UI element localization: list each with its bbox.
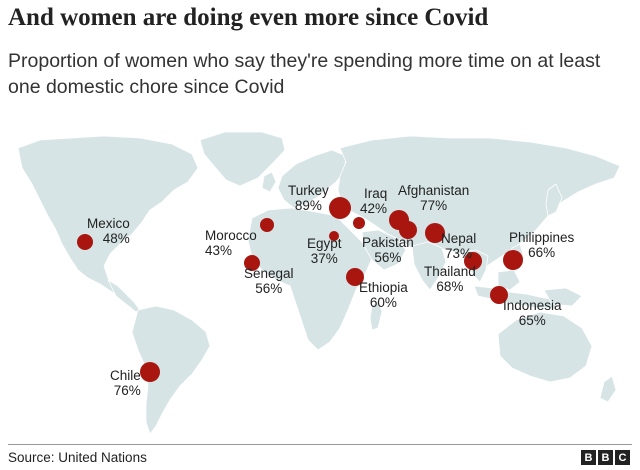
- chart-subtitle: Proportion of women who say they're spen…: [8, 50, 601, 98]
- india: [411, 241, 447, 291]
- madagascar: [369, 299, 383, 331]
- chart-title: And women are doing even more since Covi…: [8, 4, 489, 31]
- japan: [545, 183, 563, 217]
- label-morocco-name: Morocco: [205, 228, 257, 243]
- australia: [497, 311, 593, 383]
- label-afghanistan-name: Afghanistan: [398, 183, 470, 198]
- bubble-chile: [140, 362, 160, 382]
- label-pakistan-name: Pakistan: [362, 235, 414, 250]
- uk: [261, 171, 277, 193]
- bubble-iraq: [353, 217, 365, 229]
- label-indonesia: Indonesia 65%: [503, 298, 562, 328]
- label-iraq-value: 42%: [360, 201, 388, 216]
- greenland: [199, 131, 286, 187]
- bbc-logo-c: C: [615, 450, 630, 465]
- label-turkey-name: Turkey: [288, 183, 329, 198]
- label-mexico: Mexico 48%: [87, 216, 130, 246]
- world-map-svg: [17, 131, 621, 435]
- arabia: [361, 229, 407, 271]
- borneo: [497, 269, 521, 291]
- label-iraq: Iraq 42%: [360, 186, 387, 216]
- bubble-ethiopia: [346, 268, 364, 286]
- label-chile-name: Chile: [110, 368, 141, 383]
- footer-divider: [8, 444, 632, 445]
- label-ethiopia-name: Ethiopia: [359, 280, 408, 295]
- label-chile: Chile 76%: [110, 368, 141, 398]
- bbc-logo-b2: B: [598, 450, 613, 465]
- label-egypt: Egypt 37%: [307, 236, 342, 266]
- label-philippines-value: 66%: [528, 245, 556, 260]
- bubble-indonesia: [490, 286, 508, 304]
- new-guinea: [543, 287, 583, 307]
- label-senegal: Senegal 56%: [244, 266, 294, 296]
- bubble-mexico: [77, 234, 93, 250]
- bubble-thailand: [464, 252, 482, 270]
- label-thailand-value: 68%: [436, 279, 464, 294]
- africa: [247, 207, 373, 351]
- label-senegal-value: 56%: [255, 281, 283, 296]
- bubbles: [77, 197, 523, 382]
- label-ethiopia: Ethiopia 60%: [359, 280, 408, 310]
- bbc-logo: B B C: [581, 450, 630, 465]
- label-nepal-value: 73%: [445, 246, 473, 261]
- europe: [277, 149, 347, 209]
- bubble-senegal: [244, 255, 260, 271]
- label-indonesia-value: 65%: [518, 313, 546, 328]
- land-masses: [17, 131, 621, 435]
- label-mexico-value: 48%: [102, 231, 130, 246]
- label-afghanistan-value: 77%: [420, 198, 448, 213]
- label-chile-value: 76%: [113, 383, 141, 398]
- label-egypt-value: 37%: [310, 251, 338, 266]
- label-thailand-name: Thailand: [424, 264, 476, 279]
- bubble-morocco: [260, 218, 274, 232]
- central-america: [107, 279, 141, 313]
- label-pakistan-value: 56%: [374, 250, 402, 265]
- label-turkey-value: 89%: [294, 198, 322, 213]
- north-america: [17, 135, 199, 297]
- label-indonesia-name: Indonesia: [503, 298, 562, 313]
- source-note: Source: United Nations: [8, 450, 147, 465]
- label-nepal-name: Nepal: [441, 231, 477, 246]
- label-nepal: Nepal 73%: [441, 231, 476, 261]
- world-map: Mexico 48% Morocco 43% Senegal 56% Turke…: [0, 120, 640, 445]
- label-ethiopia-value: 60%: [369, 295, 397, 310]
- bbc-logo-b1: B: [581, 450, 596, 465]
- label-senegal-name: Senegal: [244, 266, 294, 281]
- new-zealand: [599, 375, 617, 403]
- bubble-egypt: [329, 231, 339, 241]
- label-turkey: Turkey 89%: [288, 183, 329, 213]
- label-morocco: Morocco 43%: [205, 228, 257, 258]
- label-iraq-name: Iraq: [364, 186, 388, 201]
- label-pakistan: Pakistan 56%: [362, 235, 414, 265]
- bubble-nepal: [425, 223, 445, 243]
- label-philippines: Philippines 66%: [509, 230, 574, 260]
- label-mexico-name: Mexico: [87, 216, 130, 231]
- label-egypt-name: Egypt: [307, 236, 342, 251]
- bubble-philippines: [503, 250, 523, 270]
- label-morocco-value: 43%: [205, 243, 233, 258]
- bubble-pakistan: [399, 221, 417, 239]
- label-thailand: Thailand 68%: [424, 264, 476, 294]
- label-philippines-name: Philippines: [509, 230, 575, 245]
- bubble-turkey: [329, 197, 351, 219]
- label-afghanistan: Afghanistan 77%: [398, 183, 469, 213]
